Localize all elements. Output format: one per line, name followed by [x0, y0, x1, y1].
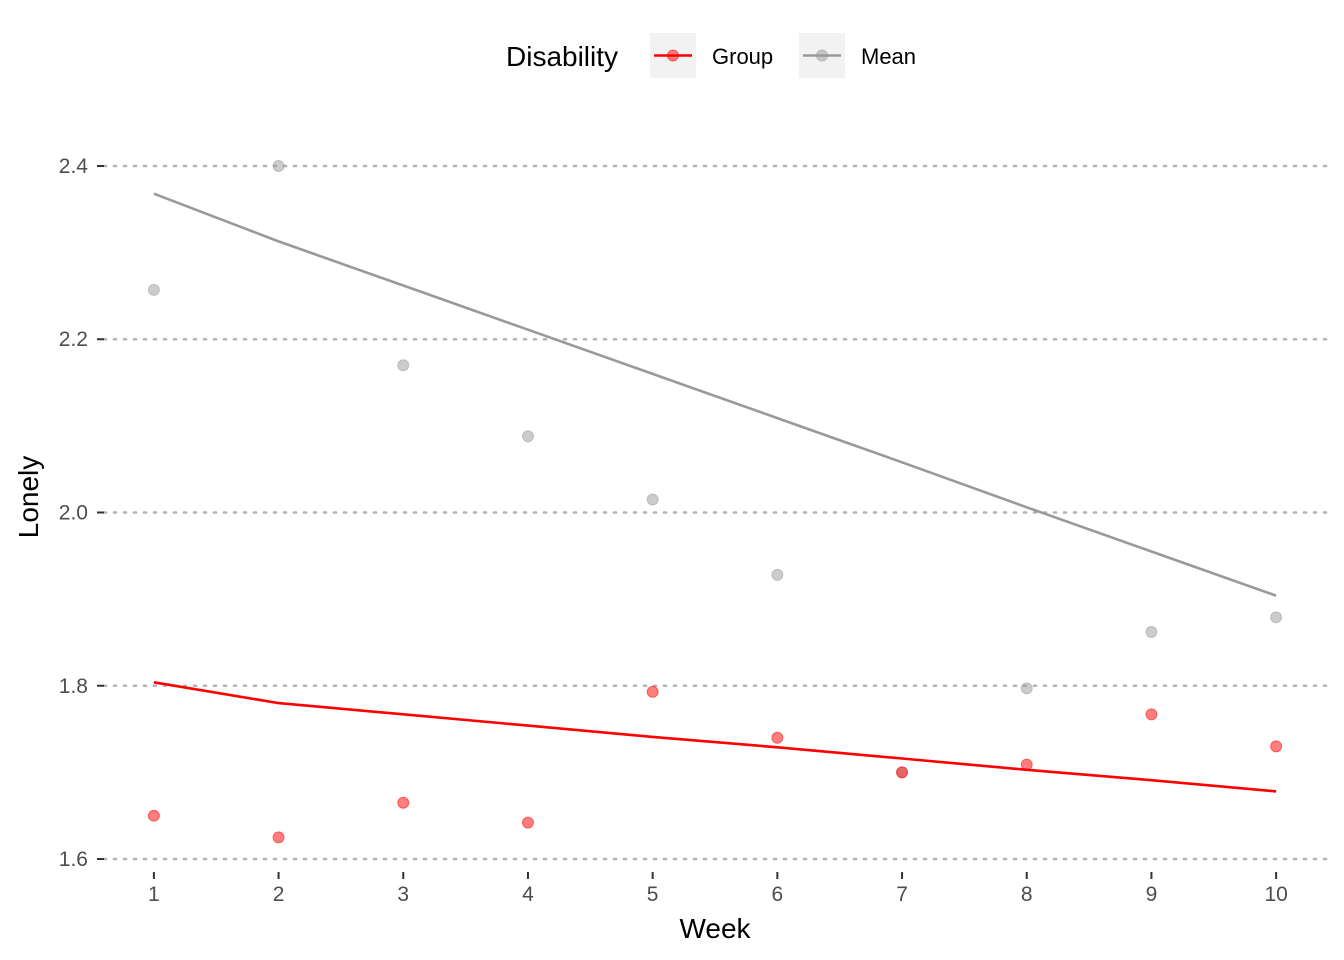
y-tick-label: 1.8 [59, 675, 88, 698]
legend: Disability Group Mean [506, 33, 916, 78]
x-tick-label: 6 [772, 883, 784, 906]
series-line-mean [153, 192, 1277, 597]
legend-label-group: Group [712, 44, 773, 69]
x-axis-title: Week [679, 913, 751, 944]
data-point-mean [771, 568, 784, 581]
x-tick-label: 8 [1021, 883, 1033, 906]
series-line-group [153, 681, 1277, 793]
x-tick-label: 4 [522, 883, 534, 906]
legend-label-mean: Mean [861, 44, 916, 69]
data-point-mean [397, 359, 410, 372]
legend-key-point-mean [816, 49, 828, 62]
grid-layer [102, 164, 1328, 861]
data-point-group [397, 796, 410, 809]
y-tick-label: 2.2 [59, 328, 88, 351]
x-tick-label: 2 [273, 883, 285, 906]
data-point-group [771, 731, 784, 744]
data-point-group [272, 831, 285, 844]
data-point-mean [147, 283, 160, 296]
data-point-mean [1270, 611, 1283, 624]
x-tick-label: 7 [896, 883, 908, 906]
data-point-group [1270, 740, 1283, 753]
data-point-mean [646, 493, 659, 506]
data-point-mean [521, 430, 534, 443]
series-layer [147, 159, 1283, 844]
x-axis: 1 2 3 4 5 6 7 8 9 10 [148, 872, 1288, 906]
y-tick-label: 1.6 [59, 848, 88, 871]
x-tick-label: 10 [1264, 883, 1287, 906]
x-tick-label: 5 [647, 883, 659, 906]
legend-key-point-group [667, 49, 679, 62]
data-point-mean [1145, 626, 1158, 639]
data-point-group [147, 809, 160, 822]
y-tick-label: 2.4 [59, 155, 89, 178]
x-tick-label: 1 [148, 883, 160, 906]
data-point-group [1145, 708, 1158, 721]
x-tick-label: 9 [1146, 883, 1158, 906]
data-point-mean [272, 159, 285, 172]
data-point-group [646, 685, 659, 698]
x-tick-label: 3 [397, 883, 409, 906]
data-point-group [521, 816, 534, 829]
data-point-group [896, 766, 909, 779]
data-point-mean [1020, 682, 1033, 695]
y-axis-title: Lonely [13, 456, 44, 539]
data-point-group [1020, 758, 1033, 771]
y-tick-label: 2.0 [59, 501, 88, 524]
legend-title: Disability [506, 41, 618, 72]
y-axis: 1.6 1.8 2.0 2.2 2.4 [59, 155, 104, 871]
